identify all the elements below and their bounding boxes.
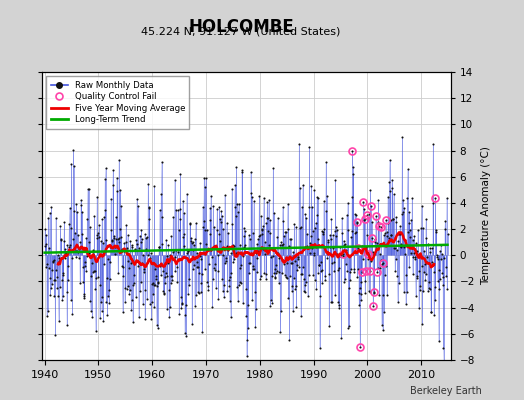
Text: 45.224 N, 91.127 W (United States): 45.224 N, 91.127 W (United States) (141, 26, 341, 36)
Text: Berkeley Earth: Berkeley Earth (410, 386, 482, 396)
Legend: Raw Monthly Data, Quality Control Fail, Five Year Moving Average, Long-Term Tren: Raw Monthly Data, Quality Control Fail, … (46, 76, 190, 129)
Text: HOLCOMBE: HOLCOMBE (188, 18, 294, 36)
Y-axis label: Temperature Anomaly (°C): Temperature Anomaly (°C) (481, 146, 490, 286)
